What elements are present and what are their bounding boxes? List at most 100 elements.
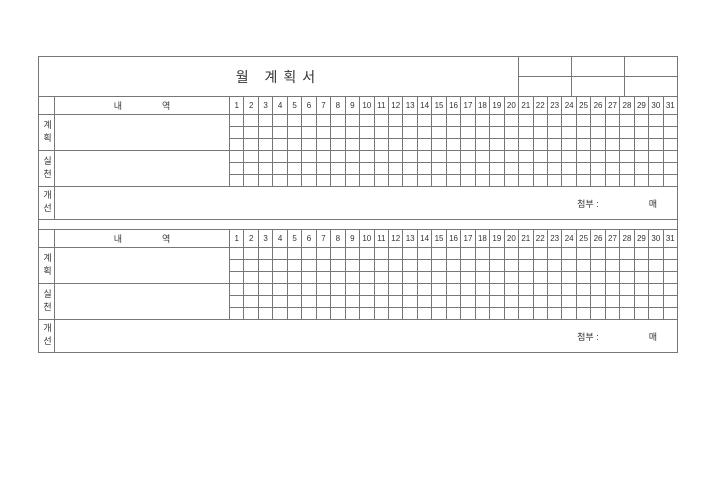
grid-cell xyxy=(562,151,576,162)
grid-cell xyxy=(534,163,548,174)
day-header-cell: 16 xyxy=(447,97,461,114)
grid-subrow xyxy=(230,175,677,186)
grid-cell xyxy=(230,163,244,174)
day-header-cell: 6 xyxy=(302,97,316,114)
grid-cell xyxy=(591,248,605,259)
day-header-cell: 1 xyxy=(230,97,244,114)
day-header-cell: 9 xyxy=(346,230,360,247)
day-header-cell: 12 xyxy=(389,97,403,114)
day-header-cell: 3 xyxy=(259,230,273,247)
grid-cell xyxy=(288,260,302,271)
grid-cell xyxy=(375,139,389,150)
grid-cell xyxy=(375,308,389,319)
grid-cell xyxy=(418,115,432,126)
grid-cell xyxy=(476,308,490,319)
day-header-cell: 9 xyxy=(346,97,360,114)
grid-cell xyxy=(534,115,548,126)
grid-cell xyxy=(548,260,562,271)
grid-cell xyxy=(649,308,663,319)
grid-cell xyxy=(664,308,677,319)
grid-cell xyxy=(302,163,316,174)
grid-cell xyxy=(432,139,446,150)
grid-cell xyxy=(244,248,258,259)
label-plan: 계획 xyxy=(39,248,55,284)
detail-cell xyxy=(55,248,230,284)
grid-cell xyxy=(490,248,504,259)
grid-cell xyxy=(577,284,591,295)
grid-cell xyxy=(230,115,244,126)
day-header-cell: 13 xyxy=(403,230,417,247)
day-header-cell: 22 xyxy=(534,230,548,247)
grid-cell xyxy=(476,175,490,186)
day-header-cell: 29 xyxy=(635,97,649,114)
grid-cell xyxy=(389,127,403,138)
grid-cell xyxy=(302,260,316,271)
day-header-cell: 25 xyxy=(577,97,591,114)
grid-cell xyxy=(302,248,316,259)
grid-cell xyxy=(244,260,258,271)
grid-cell xyxy=(519,296,533,307)
grid-cell xyxy=(447,127,461,138)
grid-cell xyxy=(519,308,533,319)
grid-cell xyxy=(259,296,273,307)
grid-cell xyxy=(664,272,677,283)
detail-cell xyxy=(55,115,230,151)
grid-cell xyxy=(432,115,446,126)
sheets-label: 매 xyxy=(649,330,657,343)
grid-cell xyxy=(562,272,576,283)
grid-cell xyxy=(432,248,446,259)
day-header-cell: 20 xyxy=(505,230,519,247)
grid-cell xyxy=(288,248,302,259)
plan-row: 계획 xyxy=(39,248,677,284)
grid-cell xyxy=(360,248,374,259)
grid-cell xyxy=(244,175,258,186)
grid-cell xyxy=(346,163,360,174)
grid-cell xyxy=(273,175,287,186)
grid-cell xyxy=(403,151,417,162)
grid-cell xyxy=(288,296,302,307)
grid-cell xyxy=(606,151,620,162)
grid-cell xyxy=(317,248,331,259)
grid-cell xyxy=(273,139,287,150)
day-header-cell: 25 xyxy=(577,230,591,247)
grid-cell xyxy=(534,308,548,319)
grid-cell xyxy=(620,175,634,186)
grid-cell xyxy=(505,296,519,307)
grid-cell xyxy=(403,127,417,138)
grid-cell xyxy=(461,248,475,259)
detail-cell xyxy=(55,151,230,187)
grid-cell xyxy=(418,163,432,174)
grid-cell xyxy=(562,127,576,138)
grid-cell xyxy=(331,127,345,138)
grid-cell xyxy=(331,284,345,295)
days-header: 1234567891011121314151617181920212223242… xyxy=(230,230,677,247)
grid-cell xyxy=(591,175,605,186)
grid-cell xyxy=(259,175,273,186)
day-header-cell: 11 xyxy=(375,97,389,114)
grid-cell xyxy=(505,163,519,174)
grid-cell xyxy=(577,248,591,259)
grid-cell xyxy=(317,260,331,271)
grid-cell xyxy=(273,151,287,162)
day-header-cell: 14 xyxy=(418,97,432,114)
days-header-row: 내역 1234567891011121314151617181920212223… xyxy=(39,230,677,248)
grid-cell xyxy=(375,272,389,283)
grid-cell xyxy=(519,175,533,186)
grid-subrow xyxy=(230,272,677,283)
grid-cell xyxy=(606,175,620,186)
grid-cell xyxy=(505,260,519,271)
grid-cell xyxy=(244,296,258,307)
approval-cell xyxy=(519,57,572,76)
grid-cell xyxy=(302,139,316,150)
grid-cell xyxy=(259,115,273,126)
grid-cell xyxy=(461,151,475,162)
grid-cell xyxy=(259,272,273,283)
grid-cell xyxy=(317,163,331,174)
grid-cell xyxy=(317,139,331,150)
grid-cell xyxy=(649,163,663,174)
grid-cell xyxy=(273,308,287,319)
day-header-cell: 4 xyxy=(273,230,287,247)
grid-cell xyxy=(591,139,605,150)
grid-cell xyxy=(548,272,562,283)
grid-cell xyxy=(346,308,360,319)
